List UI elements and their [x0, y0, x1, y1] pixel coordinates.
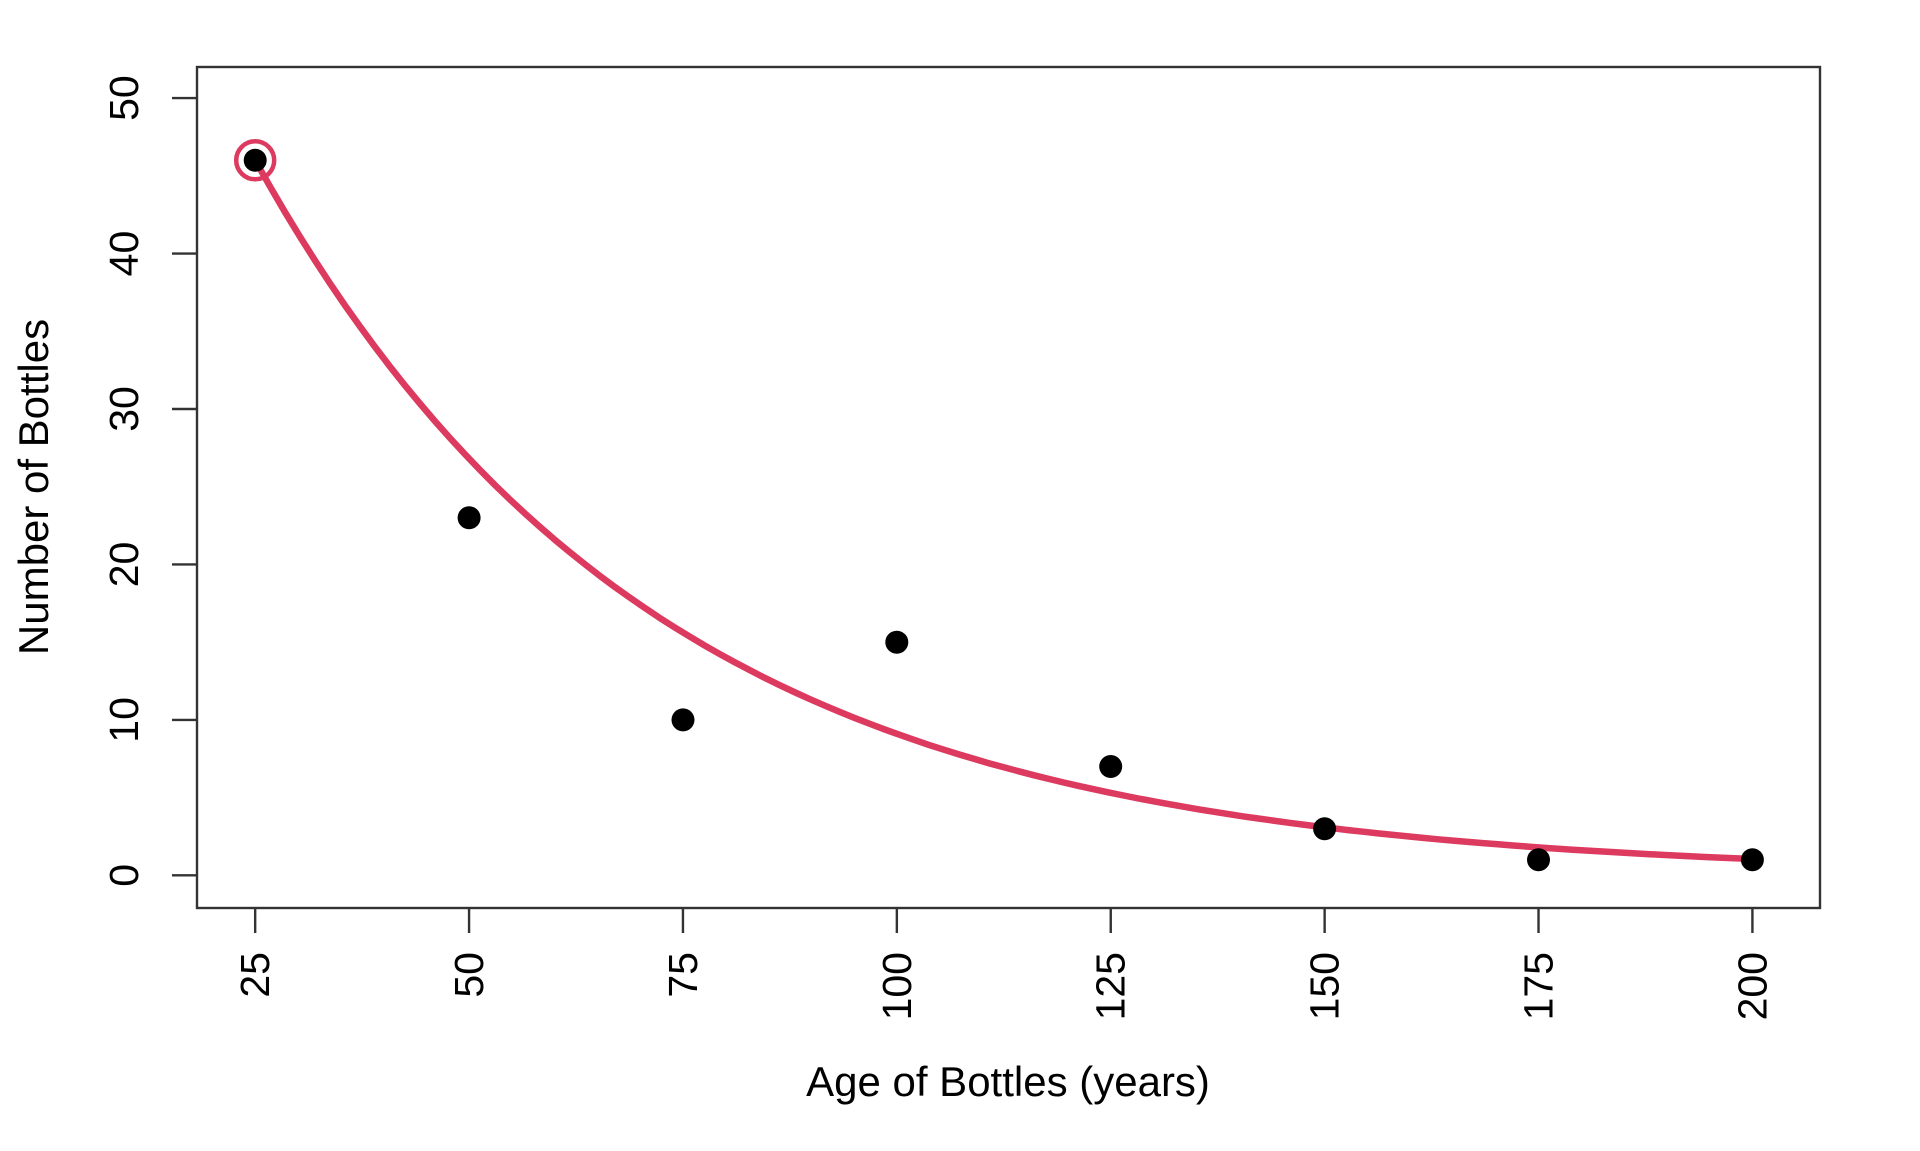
- x-axis-title: Age of Bottles (years): [806, 1058, 1210, 1105]
- y-tick-label: 40: [101, 231, 147, 277]
- x-tick-label: 25: [232, 952, 278, 998]
- y-tick-label: 10: [101, 697, 147, 743]
- data-point: [671, 708, 695, 732]
- fit-curve: [251, 157, 1756, 863]
- highlight-ring: [233, 139, 277, 182]
- y-axis-title: Number of Bottles: [10, 319, 57, 655]
- x-tick-label: 100: [874, 952, 920, 1020]
- y-tick-label: 0: [101, 864, 147, 887]
- data-point: [1099, 755, 1123, 778]
- fit-curve-layer: [251, 157, 1756, 863]
- x-tick-label: 175: [1516, 952, 1562, 1020]
- x-tick-label: 75: [660, 952, 706, 998]
- data-points-layer: [233, 139, 1764, 872]
- y-tick-label: 30: [101, 386, 147, 432]
- y-tick-label: 50: [101, 75, 147, 121]
- plot-border: [195, 65, 1822, 910]
- data-point: [243, 148, 267, 172]
- y-tick-label: 20: [101, 542, 147, 588]
- data-point: [1740, 848, 1764, 872]
- x-tick-label: 125: [1088, 952, 1134, 1020]
- x-tick-label: 50: [446, 952, 492, 998]
- x-tick-label: 150: [1302, 952, 1348, 1020]
- data-point: [1527, 848, 1550, 872]
- data-point: [1313, 817, 1337, 841]
- data-point: [457, 506, 481, 530]
- axis-ticks-layer: [172, 96, 1754, 933]
- tick-labels-layer: 25 50 75 100 125 150 175 200 0 10 20 30 40 50: [101, 75, 1775, 1020]
- data-point: [885, 630, 909, 654]
- x-tick-label: 200: [1729, 952, 1775, 1020]
